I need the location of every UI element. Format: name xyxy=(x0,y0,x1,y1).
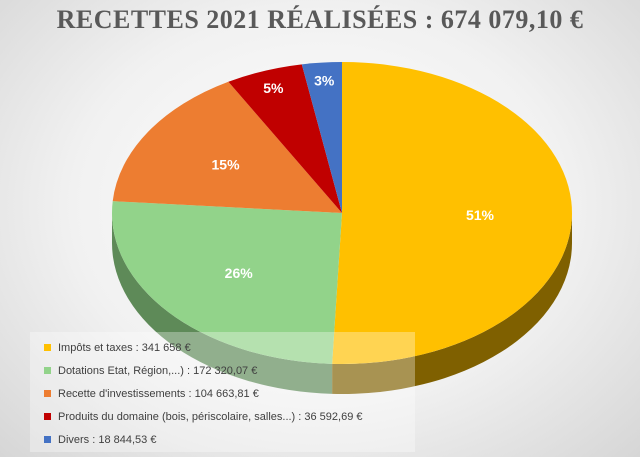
pie-slices xyxy=(111,62,572,364)
legend-swatch xyxy=(44,413,51,420)
pie-slice-1 xyxy=(111,201,342,364)
chart-legend: Impôts et taxes : 341 658 € Dotations Eta… xyxy=(30,332,415,452)
pie-label-0: 51% xyxy=(466,207,495,223)
legend-label: Impôts et taxes : 341 658 € xyxy=(58,341,191,354)
legend-item: Produits du domaine (bois, périscolaire,… xyxy=(44,405,415,428)
legend-swatch xyxy=(44,367,51,374)
pie-label-2: 15% xyxy=(212,156,241,172)
legend-label: Recette d'investissements : 104 663,81 € xyxy=(58,387,259,400)
legend-swatch xyxy=(44,344,51,351)
pie-label-4: 3% xyxy=(314,73,335,89)
pie-side-walls xyxy=(112,213,572,394)
legend-swatch xyxy=(44,390,51,397)
pie-slice-4 xyxy=(301,62,342,213)
legend-item: Impôts et taxes : 341 658 € xyxy=(44,336,415,359)
legend-label: Produits du domaine (bois, périscolaire,… xyxy=(58,410,363,423)
legend-item: Recette d'investissements : 104 663,81 € xyxy=(44,382,415,405)
legend-label: Dotations Etat, Région,...) : 172 320,07… xyxy=(58,364,258,377)
pie-slice-3 xyxy=(228,64,342,213)
legend-item: Dotations Etat, Région,...) : 172 320,07… xyxy=(44,359,415,382)
legend-item: Divers : 18 844,53 € xyxy=(44,428,415,451)
legend-label: Divers : 18 844,53 € xyxy=(58,433,157,446)
chart-title: RECETTES 2021 RÉALISÉES : 674 079,10 € xyxy=(56,5,584,34)
pie-side-1 xyxy=(112,213,333,394)
pie-label-1: 26% xyxy=(225,265,254,281)
pie-slice-2 xyxy=(112,81,342,213)
pie-data-labels: 51% 26% 15% 5% 3% xyxy=(212,73,495,281)
pie-label-3: 5% xyxy=(263,80,284,96)
pie-side-0 xyxy=(332,213,572,394)
pie-slice-0 xyxy=(332,62,572,364)
legend-swatch xyxy=(44,436,51,443)
